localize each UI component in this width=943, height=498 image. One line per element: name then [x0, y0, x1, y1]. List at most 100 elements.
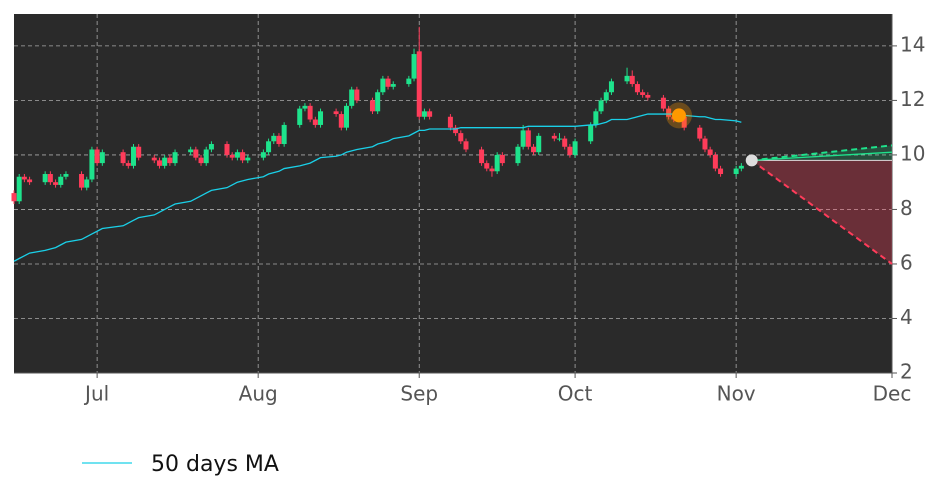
y-tick-label: 8 — [900, 196, 913, 220]
candle-body — [307, 105, 313, 120]
candle-body — [499, 154, 505, 164]
candle-body — [531, 146, 537, 153]
candle-body — [338, 114, 344, 128]
candle-body — [733, 168, 739, 175]
candle-body — [603, 92, 609, 101]
candle-body — [245, 157, 251, 161]
candle-body — [551, 135, 557, 139]
candle-body — [515, 146, 521, 164]
candle-body — [162, 157, 168, 166]
candle-body — [318, 111, 324, 125]
candle-body — [494, 154, 500, 172]
candle-body — [208, 144, 214, 150]
candle-body — [125, 163, 131, 166]
candle-body — [11, 193, 17, 202]
candle-body — [629, 75, 635, 85]
candle-body — [333, 111, 339, 115]
candle-body — [416, 51, 422, 117]
candle-body — [479, 149, 485, 164]
x-tick-label: Dec — [873, 382, 912, 406]
candle-body — [562, 138, 568, 147]
candle-body — [666, 108, 672, 117]
candle-body — [58, 176, 64, 185]
candle-body — [151, 157, 157, 161]
forecast-low — [751, 159, 893, 265]
candle-body — [453, 127, 459, 134]
y-tick-label: 6 — [900, 250, 913, 274]
candle-body — [697, 127, 703, 139]
candle-body — [172, 152, 178, 164]
candle-body — [536, 135, 542, 153]
candle-body — [608, 81, 614, 93]
candle-body — [588, 124, 594, 142]
x-tick-label: Aug — [239, 382, 278, 406]
candle-body — [385, 78, 391, 87]
candle-body — [224, 144, 230, 155]
candle-body — [375, 92, 381, 112]
candle-body — [463, 141, 469, 150]
candle-body — [624, 75, 630, 82]
forecast-high — [751, 144, 893, 162]
candle-body — [27, 179, 33, 183]
candle-body — [645, 94, 651, 98]
plot-area — [14, 14, 892, 373]
candle-body — [156, 160, 162, 166]
candle-body — [234, 152, 240, 158]
y-tick-label: 4 — [900, 305, 913, 329]
candle-body — [281, 124, 287, 145]
candle-body — [707, 149, 713, 155]
candle-body — [681, 116, 687, 128]
candle-body — [411, 54, 417, 79]
candle-body — [427, 111, 433, 117]
last-price-marker — [745, 154, 758, 167]
candle-body — [572, 141, 578, 155]
candle-body — [42, 174, 48, 183]
legend-label: 50 days MA — [151, 452, 279, 477]
candle-body — [198, 157, 204, 164]
candle-body — [63, 174, 69, 177]
candle-body — [447, 116, 453, 128]
x-tick-label: Jul — [83, 382, 109, 406]
candle-body — [520, 130, 526, 147]
candle-body — [260, 152, 266, 158]
candle-body — [21, 176, 27, 180]
y-tick-label: 2 — [900, 360, 913, 384]
candle-body — [406, 78, 412, 85]
candle-body — [79, 174, 85, 188]
y-tick-label: 14 — [900, 32, 925, 56]
y-tick-label: 10 — [900, 141, 925, 165]
candle-body — [598, 100, 604, 112]
candle-body — [84, 179, 90, 188]
candle-body — [130, 146, 136, 166]
candle-body — [16, 176, 22, 202]
forecast-mid — [751, 151, 893, 162]
candle-body — [53, 182, 59, 185]
candle-body — [390, 84, 396, 87]
candle-body — [369, 100, 375, 112]
candle-body — [421, 111, 427, 117]
candle-body — [712, 154, 718, 169]
candle-body — [312, 119, 318, 125]
candle-body — [120, 152, 126, 164]
candle-body — [525, 130, 531, 147]
candle-body — [349, 89, 355, 106]
y-tick-label: 12 — [900, 87, 925, 111]
candle-body — [188, 149, 194, 153]
candle-body — [489, 168, 495, 172]
candle-body — [640, 92, 646, 95]
candle-body — [229, 154, 235, 158]
candle-body — [240, 152, 246, 161]
candle-body — [738, 165, 744, 169]
candle-body — [567, 146, 573, 155]
candle-body — [89, 149, 95, 180]
x-tick-label: Oct — [558, 382, 593, 406]
candle-body — [99, 152, 105, 164]
candle-body — [458, 133, 464, 142]
candle-body — [354, 89, 360, 101]
candle-body — [718, 168, 724, 175]
candle-body — [343, 105, 349, 128]
candle-body — [136, 146, 142, 158]
candle-body — [203, 149, 209, 164]
candle-body — [276, 135, 282, 145]
candle-body — [702, 138, 708, 150]
